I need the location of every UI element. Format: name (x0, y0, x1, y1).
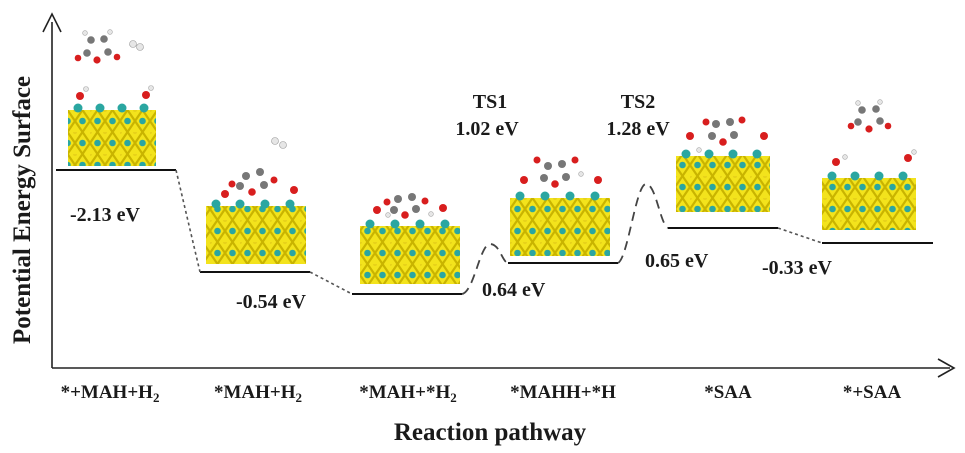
state-label-5: *SAA (704, 382, 752, 403)
energy-value-2: -0.54 eV (236, 291, 307, 313)
slab-structure-4 (510, 156, 610, 256)
slab-structure-2 (206, 168, 306, 264)
gas-molecule-saa (847, 99, 892, 133)
y-axis-arrow (42, 12, 62, 33)
connector-1-2 (175, 169, 201, 273)
x-axis-title: Reaction pathway (394, 419, 587, 446)
ts1-energy: 1.02 eV (455, 118, 519, 140)
slab-structure-3 (360, 193, 460, 284)
ts1-label: TS1 (473, 91, 507, 113)
connector-2-3 (309, 271, 353, 295)
x-axis-arrow (937, 358, 956, 378)
state-label-3: *MAH+*H2 (359, 382, 457, 405)
energy-value-6: -0.33 eV (762, 257, 833, 279)
ts2-label: TS2 (621, 91, 655, 113)
gas-molecule-mah-1 (74, 29, 121, 64)
ts2-energy: 1.28 eV (606, 118, 670, 140)
energy-value-5: 0.65 eV (645, 250, 709, 272)
connector-5-6 (777, 227, 823, 244)
energy-value-4: 0.64 eV (482, 279, 546, 301)
ts1-barrier-curve (461, 243, 509, 295)
slab-structure-1 (68, 85, 156, 166)
state-label-1: *+MAH+H2 (61, 382, 160, 405)
slab-structure-5 (676, 116, 770, 212)
state-label-6: *+SAA (843, 382, 902, 403)
energy-value-1: -2.13 eV (70, 204, 141, 226)
y-axis-title: Potential Energy Surface (9, 76, 36, 344)
slab-structure-6 (822, 149, 917, 230)
ts2-barrier-curve (617, 183, 669, 264)
gas-molecule-h2-2 (271, 137, 287, 149)
state-label-2: *MAH+H2 (214, 382, 302, 405)
state-label-4: *MAHH+*H (510, 382, 616, 403)
gas-molecule-h2-1 (129, 40, 144, 51)
